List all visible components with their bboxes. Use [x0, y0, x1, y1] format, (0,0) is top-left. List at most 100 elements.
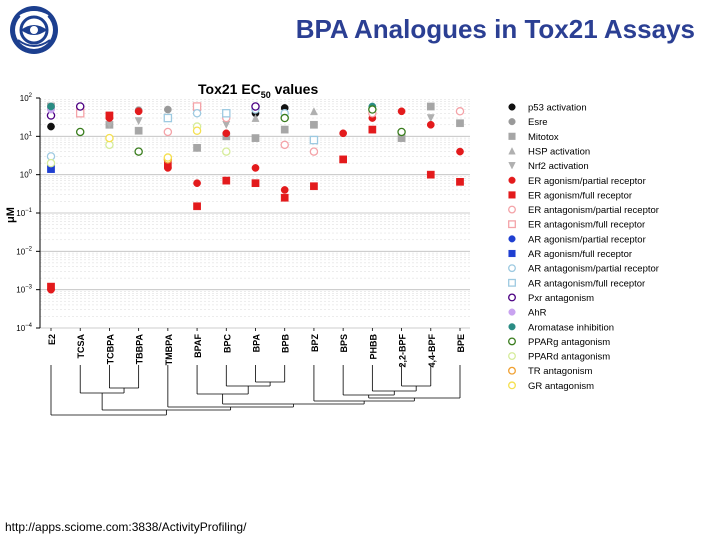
legend-marker [508, 191, 516, 199]
legend-marker [508, 132, 516, 140]
point-esre [164, 105, 172, 114]
y-tick-label: 10−3 [16, 285, 32, 295]
point-er-agonism-partial-receptor [193, 179, 201, 188]
x-tick-label: BPAF [193, 334, 203, 358]
chart-title: Tox21 EC50 values [198, 81, 318, 100]
legend-label: AR agonism/full receptor [528, 249, 632, 260]
point-er-agonism-full-receptor [47, 282, 55, 291]
y-tick-label: 10−2 [16, 246, 32, 256]
point-nrf2-activation [426, 114, 435, 123]
legend-label: ER antagonism/full receptor [528, 220, 645, 231]
legend-label: PPARg antagonism [528, 337, 610, 348]
legend-marker [508, 352, 516, 360]
point-pparg-antagonism [280, 113, 289, 123]
point-ppard-antagonism [222, 147, 231, 156]
x-tick-label: 2,2-BPF [398, 334, 408, 368]
x-tick-label: TCSA [76, 334, 86, 359]
source-url: http://apps.sciome.com:3838/ActivityProf… [5, 520, 247, 534]
point-er-agonism-partial-receptor [134, 107, 143, 116]
point-mitotox [426, 102, 435, 111]
legend-marker [508, 278, 516, 287]
point-er-agonism-partial-receptor [251, 164, 260, 172]
point-gr-antagonism [105, 133, 114, 143]
x-tick-label: TCBPA [105, 334, 115, 365]
legend-label: Aromatase inhibition [528, 322, 614, 333]
x-tick-label: BPZ [310, 333, 320, 352]
point-ar-antagonism-partial-receptor [192, 109, 202, 118]
legend-marker [508, 308, 516, 316]
legend-label: PPARd antagonism [528, 352, 610, 363]
point-ar-antagonism-full-receptor [222, 109, 231, 118]
legend-marker [508, 366, 516, 375]
legend-marker [508, 337, 516, 346]
legend-marker [508, 293, 516, 302]
legend-label: AR antagonism/partial receptor [528, 264, 659, 275]
y-tick-label: 100 [20, 170, 33, 180]
point-er-agonism-partial-receptor [339, 129, 347, 138]
x-tick-label: BPS [339, 334, 349, 353]
point-ar-antagonism-full-receptor [163, 113, 173, 123]
legend-label: AR antagonism/full receptor [528, 278, 645, 289]
point-pxr-antagonism [251, 102, 260, 111]
legend-marker [508, 235, 516, 243]
point-gr-antagonism [163, 153, 173, 162]
legend-label: AR agonism/partial receptor [528, 234, 646, 245]
legend-label: TR antagonism [528, 366, 593, 377]
x-tick-label: BPA [252, 334, 262, 353]
x-tick-label: BPB [281, 334, 291, 354]
point-ar-antagonism-full-receptor [309, 135, 319, 145]
legend-label: p53 activation [528, 103, 587, 114]
legend-marker [508, 205, 516, 214]
point-er-antagonism-partial-receptor [163, 127, 173, 137]
point-mitotox [310, 120, 318, 129]
point-er-antagonism-partial-receptor [455, 107, 465, 116]
legend-label: Nrf2 activation [528, 161, 589, 172]
institution-logo [10, 6, 58, 54]
point-mitotox [251, 134, 260, 142]
point-er-agonism-full-receptor [456, 177, 464, 186]
y-tick-label: 10−4 [16, 323, 32, 333]
legend-label: AhR [528, 308, 547, 319]
x-tick-label: PHBB [368, 334, 378, 360]
y-axis-label: μM [5, 207, 17, 223]
point-er-agonism-full-receptor [105, 111, 114, 120]
x-tick-label: 4,4-BPF [427, 334, 437, 368]
legend-label: GR antagonism [528, 381, 594, 392]
point-nrf2-activation [134, 117, 143, 126]
legend-label: Mitotox [528, 132, 559, 143]
legend-marker [508, 220, 516, 229]
point-pparg-antagonism [75, 127, 85, 137]
point-er-agonism-full-receptor [339, 155, 347, 164]
legend-label: ER antagonism/partial receptor [528, 205, 659, 216]
x-tick-label: TBBPA [135, 334, 145, 365]
legend-marker [508, 118, 516, 126]
point-er-agonism-full-receptor [193, 202, 201, 211]
point-er-agonism-full-receptor [251, 179, 260, 188]
y-tick-label: 102 [20, 93, 33, 103]
point-er-agonism-full-receptor [222, 176, 231, 185]
point-pparg-antagonism [368, 105, 377, 114]
x-tick-label: BPE [456, 334, 466, 353]
slide-title: BPA Analogues in Tox21 Assays [295, 14, 695, 44]
point-er-agonism-partial-receptor [456, 147, 464, 156]
point-er-agonism-full-receptor [368, 125, 377, 134]
dendrogram [50, 365, 461, 416]
point-p53-activation [47, 122, 55, 131]
x-tick-label: BPC [222, 334, 232, 354]
legend-marker [508, 381, 516, 390]
legend-label: ER agonism/full receptor [528, 190, 632, 201]
point-er-agonism-partial-receptor [280, 186, 289, 194]
point-er-agonism-partial-receptor [222, 129, 231, 138]
legend-label: ER agonism/partial receptor [528, 176, 646, 187]
y-tick-label: 101 [20, 131, 33, 141]
y-tick-label: 10−1 [16, 208, 32, 218]
point-mitotox [193, 144, 201, 152]
chart-title-main: Tox21 EC [198, 81, 261, 97]
x-tick-label: E2 [47, 334, 57, 345]
legend-marker [508, 147, 516, 155]
grid-lines [40, 99, 470, 329]
point-pparg-antagonism [397, 127, 406, 137]
point-mitotox [456, 119, 464, 128]
legend-label: Pxr antagonism [528, 293, 594, 304]
